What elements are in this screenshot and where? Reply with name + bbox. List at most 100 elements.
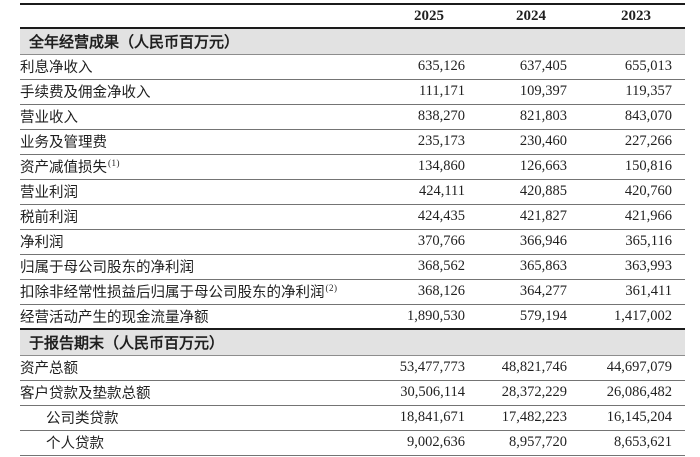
- row-value-2023: 16,145,204: [577, 405, 685, 431]
- footnote-marker: [78, 183, 79, 193]
- row-value-2025: 18,841,671: [380, 405, 475, 431]
- footnote-marker: [64, 233, 65, 243]
- row-label: 资产总额: [20, 361, 78, 377]
- row-value-2024: 17,482,223: [475, 405, 577, 431]
- year-column-2024: 2024: [475, 3, 577, 28]
- footnote-marker: (1): [108, 158, 120, 169]
- row-label-cell: 业务及管理费: [20, 129, 380, 155]
- table-row: 业务及管理费 235,173 230,460 227,266: [20, 129, 685, 155]
- footnote-marker: [151, 384, 152, 394]
- row-value-2024: 8,957,720: [475, 430, 577, 456]
- corner-cell: [20, 3, 380, 28]
- row-label-cell: 客户贷款及垫款总额: [20, 380, 380, 406]
- row-label: 归属于母公司股东的净利润: [20, 260, 194, 276]
- row-label: 经营活动产生的现金流量净额: [20, 309, 209, 326]
- row-value-2023: 44,697,079: [577, 355, 685, 381]
- row-label-cell: 营业收入: [20, 104, 380, 130]
- footnote-marker: [104, 434, 105, 444]
- row-value-2023: 365,116: [577, 229, 685, 255]
- row-value-2024: 420,885: [475, 179, 577, 205]
- row-label-cell: 资产减值损失(1): [20, 154, 380, 180]
- row-value-2024: 230,460: [475, 129, 577, 155]
- row-value-2023: 227,266: [577, 129, 685, 155]
- table-body: 全年经营成果（人民币百万元） 利息净收入 635,126 637,405 655…: [20, 27, 685, 456]
- row-value-2024: 821,803: [475, 104, 577, 130]
- table-row: 公司类贷款 18,841,671 17,482,223 16,145,204: [20, 405, 685, 431]
- table-row: 个人贷款 9,002,636 8,957,720 8,653,621: [20, 430, 685, 456]
- table-row: 经营活动产生的现金流量净额 1,890,530 579,194 1,417,00…: [20, 304, 685, 330]
- row-label: 资产减值损失: [20, 160, 107, 176]
- row-value-2025: 838,270: [380, 104, 475, 130]
- row-label-cell: 公司类贷款: [20, 405, 380, 431]
- row-value-2024: 109,397: [475, 79, 577, 105]
- row-value-2023: 361,411: [577, 279, 685, 305]
- row-value-2025: 111,171: [380, 79, 475, 105]
- footnote-marker: [194, 258, 195, 268]
- row-value-2024: 364,277: [475, 279, 577, 305]
- footnote-marker: [209, 308, 210, 318]
- row-value-2025: 370,766: [380, 229, 475, 255]
- table-row: 客户贷款及垫款总额 30,506,114 28,372,229 26,086,4…: [20, 380, 685, 406]
- row-value-2023: 363,993: [577, 254, 685, 280]
- table-row: 税前利润 424,435 421,827 421,966: [20, 204, 685, 230]
- row-value-2025: 424,435: [380, 204, 475, 230]
- row-value-2024: 126,663: [475, 154, 577, 180]
- row-label: 业务及管理费: [20, 135, 107, 151]
- row-value-2025: 9,002,636: [380, 430, 475, 456]
- row-label-cell: 手续费及佣金净收入: [20, 79, 380, 105]
- row-label-cell: 营业利润: [20, 179, 380, 205]
- row-value-2023: 150,816: [577, 154, 685, 180]
- row-value-2025: 30,506,114: [380, 380, 475, 406]
- table-row: 资产总额 53,477,773 48,821,746 44,697,079: [20, 355, 685, 381]
- row-value-2024: 28,372,229: [475, 380, 577, 406]
- table-row: 扣除非经常性损益后归属于母公司股东的净利润(2) 368,126 364,277…: [20, 279, 685, 305]
- section-header: 全年经营成果（人民币百万元）: [20, 27, 685, 55]
- section-header-row: 全年经营成果（人民币百万元）: [20, 27, 685, 55]
- row-value-2025: 368,562: [380, 254, 475, 280]
- row-label: 手续费及佣金净收入: [20, 85, 151, 101]
- year-header-row: 2025 2024 2023: [20, 3, 685, 28]
- financial-summary-table: 2025 2024 2023 全年经营成果（人民币百万元） 利息净收入 635,…: [20, 3, 685, 456]
- row-value-2023: 655,013: [577, 54, 685, 80]
- row-label: 公司类贷款: [46, 411, 119, 427]
- row-label-cell: 扣除非经常性损益后归属于母公司股东的净利润(2): [20, 279, 380, 305]
- year-column-2023: 2023: [577, 3, 685, 28]
- row-label-cell: 资产总额: [20, 355, 380, 381]
- row-value-2023: 421,966: [577, 204, 685, 230]
- row-value-2025: 368,126: [380, 279, 475, 305]
- footnote-marker: [78, 208, 79, 218]
- row-label: 客户贷款及垫款总额: [20, 386, 151, 402]
- row-value-2025: 635,126: [380, 54, 475, 80]
- row-value-2023: 8,653,621: [577, 430, 685, 456]
- row-label-cell: 归属于母公司股东的净利润: [20, 254, 380, 280]
- row-value-2024: 365,863: [475, 254, 577, 280]
- row-label: 利息净收入: [20, 60, 93, 76]
- table-head: 2025 2024 2023: [20, 3, 685, 28]
- row-value-2025: 53,477,773: [380, 355, 475, 381]
- footnote-marker: [151, 83, 152, 93]
- row-label: 营业利润: [20, 185, 78, 201]
- row-value-2023: 1,417,002: [577, 304, 685, 330]
- table-row: 资产减值损失(1) 134,860 126,663 150,816: [20, 154, 685, 180]
- row-value-2023: 26,086,482: [577, 380, 685, 406]
- row-label-cell: 经营活动产生的现金流量净额: [20, 304, 380, 330]
- table-row: 归属于母公司股东的净利润 368,562 365,863 363,993: [20, 254, 685, 280]
- year-column-2025: 2025: [380, 3, 475, 28]
- footnote-marker: (2): [325, 283, 338, 294]
- row-value-2023: 119,357: [577, 79, 685, 105]
- row-value-2024: 579,194: [475, 304, 577, 330]
- row-label: 净利润: [20, 235, 64, 251]
- footnote-marker: [78, 108, 79, 118]
- footnote-marker: [78, 359, 79, 369]
- table-row: 手续费及佣金净收入 111,171 109,397 119,357: [20, 79, 685, 105]
- row-value-2023: 420,760: [577, 179, 685, 205]
- row-label-cell: 利息净收入: [20, 54, 380, 80]
- row-label-cell: 税前利润: [20, 204, 380, 230]
- footnote-marker: [93, 58, 94, 68]
- row-value-2025: 424,111: [380, 179, 475, 205]
- section-header: 于报告期末（人民币百万元）: [20, 328, 685, 356]
- row-label: 扣除非经常性损益后归属于母公司股东的净利润: [20, 285, 325, 301]
- row-value-2025: 235,173: [380, 129, 475, 155]
- row-value-2024: 48,821,746: [475, 355, 577, 381]
